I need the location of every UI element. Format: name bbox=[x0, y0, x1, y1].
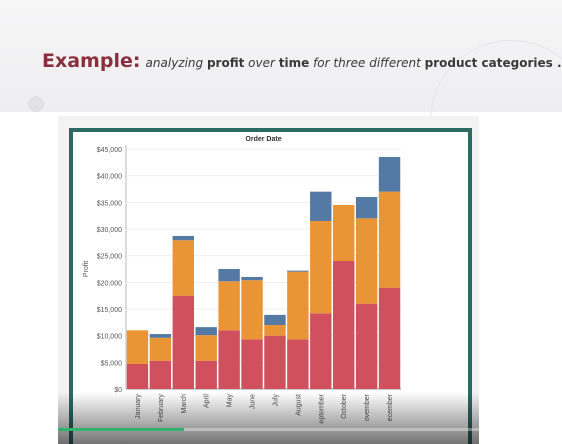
bar-segment bbox=[172, 235, 194, 241]
bar-segment bbox=[378, 157, 401, 192]
bar-segment bbox=[287, 339, 309, 389]
bar-segment bbox=[149, 334, 172, 338]
bar-segment bbox=[310, 221, 332, 314]
x-tick-label: ecember bbox=[387, 393, 394, 421]
y-tick-label: $5,000 bbox=[101, 360, 123, 367]
bar-segment bbox=[218, 281, 240, 331]
bar-segment bbox=[264, 335, 286, 389]
bar-segment bbox=[378, 191, 401, 288]
bar-segment bbox=[264, 314, 286, 325]
bar-segment bbox=[149, 360, 172, 389]
bar-segment bbox=[355, 197, 378, 219]
y-tick-label: $20,000 bbox=[97, 280, 122, 287]
y-tick-label: $30,000 bbox=[97, 227, 122, 234]
y-tick-label: $45,000 bbox=[97, 147, 122, 154]
video-progress-fill bbox=[58, 428, 185, 431]
bar-segment bbox=[172, 240, 194, 296]
x-tick-label: August bbox=[295, 394, 302, 416]
bar-segment bbox=[287, 271, 309, 340]
headline-part: product categories bbox=[424, 56, 553, 70]
headline-part: over bbox=[244, 56, 279, 70]
bar-segment bbox=[310, 191, 332, 221]
bar-segment bbox=[310, 313, 332, 389]
bar-segment bbox=[126, 330, 149, 364]
x-tick-label: April bbox=[204, 394, 211, 408]
headline-part: time bbox=[278, 56, 310, 70]
video-progress-bar[interactable] bbox=[58, 428, 479, 431]
headline-text: analyzing profit over time for three dif… bbox=[146, 56, 562, 70]
x-tick-label: February bbox=[158, 394, 165, 423]
bar-segment bbox=[355, 218, 378, 304]
bar-segment bbox=[378, 287, 401, 389]
x-tick-label: October bbox=[341, 393, 348, 419]
bar-segment bbox=[195, 360, 217, 389]
right-margin bbox=[479, 116, 562, 444]
bar-segment bbox=[241, 277, 263, 281]
x-tick-label: January bbox=[135, 394, 142, 419]
y-tick-label: $35,000 bbox=[97, 200, 122, 207]
y-tick-label: $0 bbox=[114, 387, 122, 394]
x-tick-label: June bbox=[250, 394, 257, 409]
headline-part: profit bbox=[206, 56, 245, 70]
y-tick-label: $10,000 bbox=[97, 334, 122, 341]
headline-part: ... bbox=[556, 56, 562, 70]
y-tick-label: $15,000 bbox=[97, 307, 122, 314]
bar-segment bbox=[195, 335, 217, 361]
x-tick-label: ovember bbox=[364, 393, 371, 421]
y-tick-label: $40,000 bbox=[97, 174, 122, 181]
x-tick-label: July bbox=[272, 394, 279, 407]
bar-segment bbox=[241, 339, 263, 389]
chart-panel bbox=[69, 128, 472, 444]
headline-lead: Example: bbox=[42, 50, 141, 72]
bar-segment bbox=[287, 270, 309, 272]
bar-segment bbox=[355, 303, 378, 389]
x-tick-label: eptember bbox=[318, 393, 325, 423]
bar-segment bbox=[333, 205, 355, 261]
slide-headline: Example: analyzing profit over time for … bbox=[42, 50, 562, 72]
headline-part: for three different bbox=[309, 56, 425, 70]
y-tick-label: $25,000 bbox=[97, 254, 122, 261]
bar-segment bbox=[126, 363, 149, 389]
bar-segment bbox=[333, 261, 355, 389]
bar-segment bbox=[149, 337, 172, 361]
y-axis-label: Profit bbox=[83, 261, 90, 277]
bar-segment bbox=[241, 280, 263, 340]
headline-part: analyzing bbox=[145, 56, 207, 70]
bar-segment bbox=[195, 327, 217, 336]
bar-segment bbox=[172, 295, 194, 389]
bar-segment bbox=[218, 269, 240, 282]
chart-title: Order Date bbox=[245, 136, 281, 143]
bar-segment bbox=[264, 325, 286, 336]
x-tick-label: March bbox=[181, 394, 188, 414]
banner-circle-decoration bbox=[28, 96, 44, 112]
x-tick-label: May bbox=[227, 394, 234, 408]
bar-segment bbox=[218, 330, 240, 389]
